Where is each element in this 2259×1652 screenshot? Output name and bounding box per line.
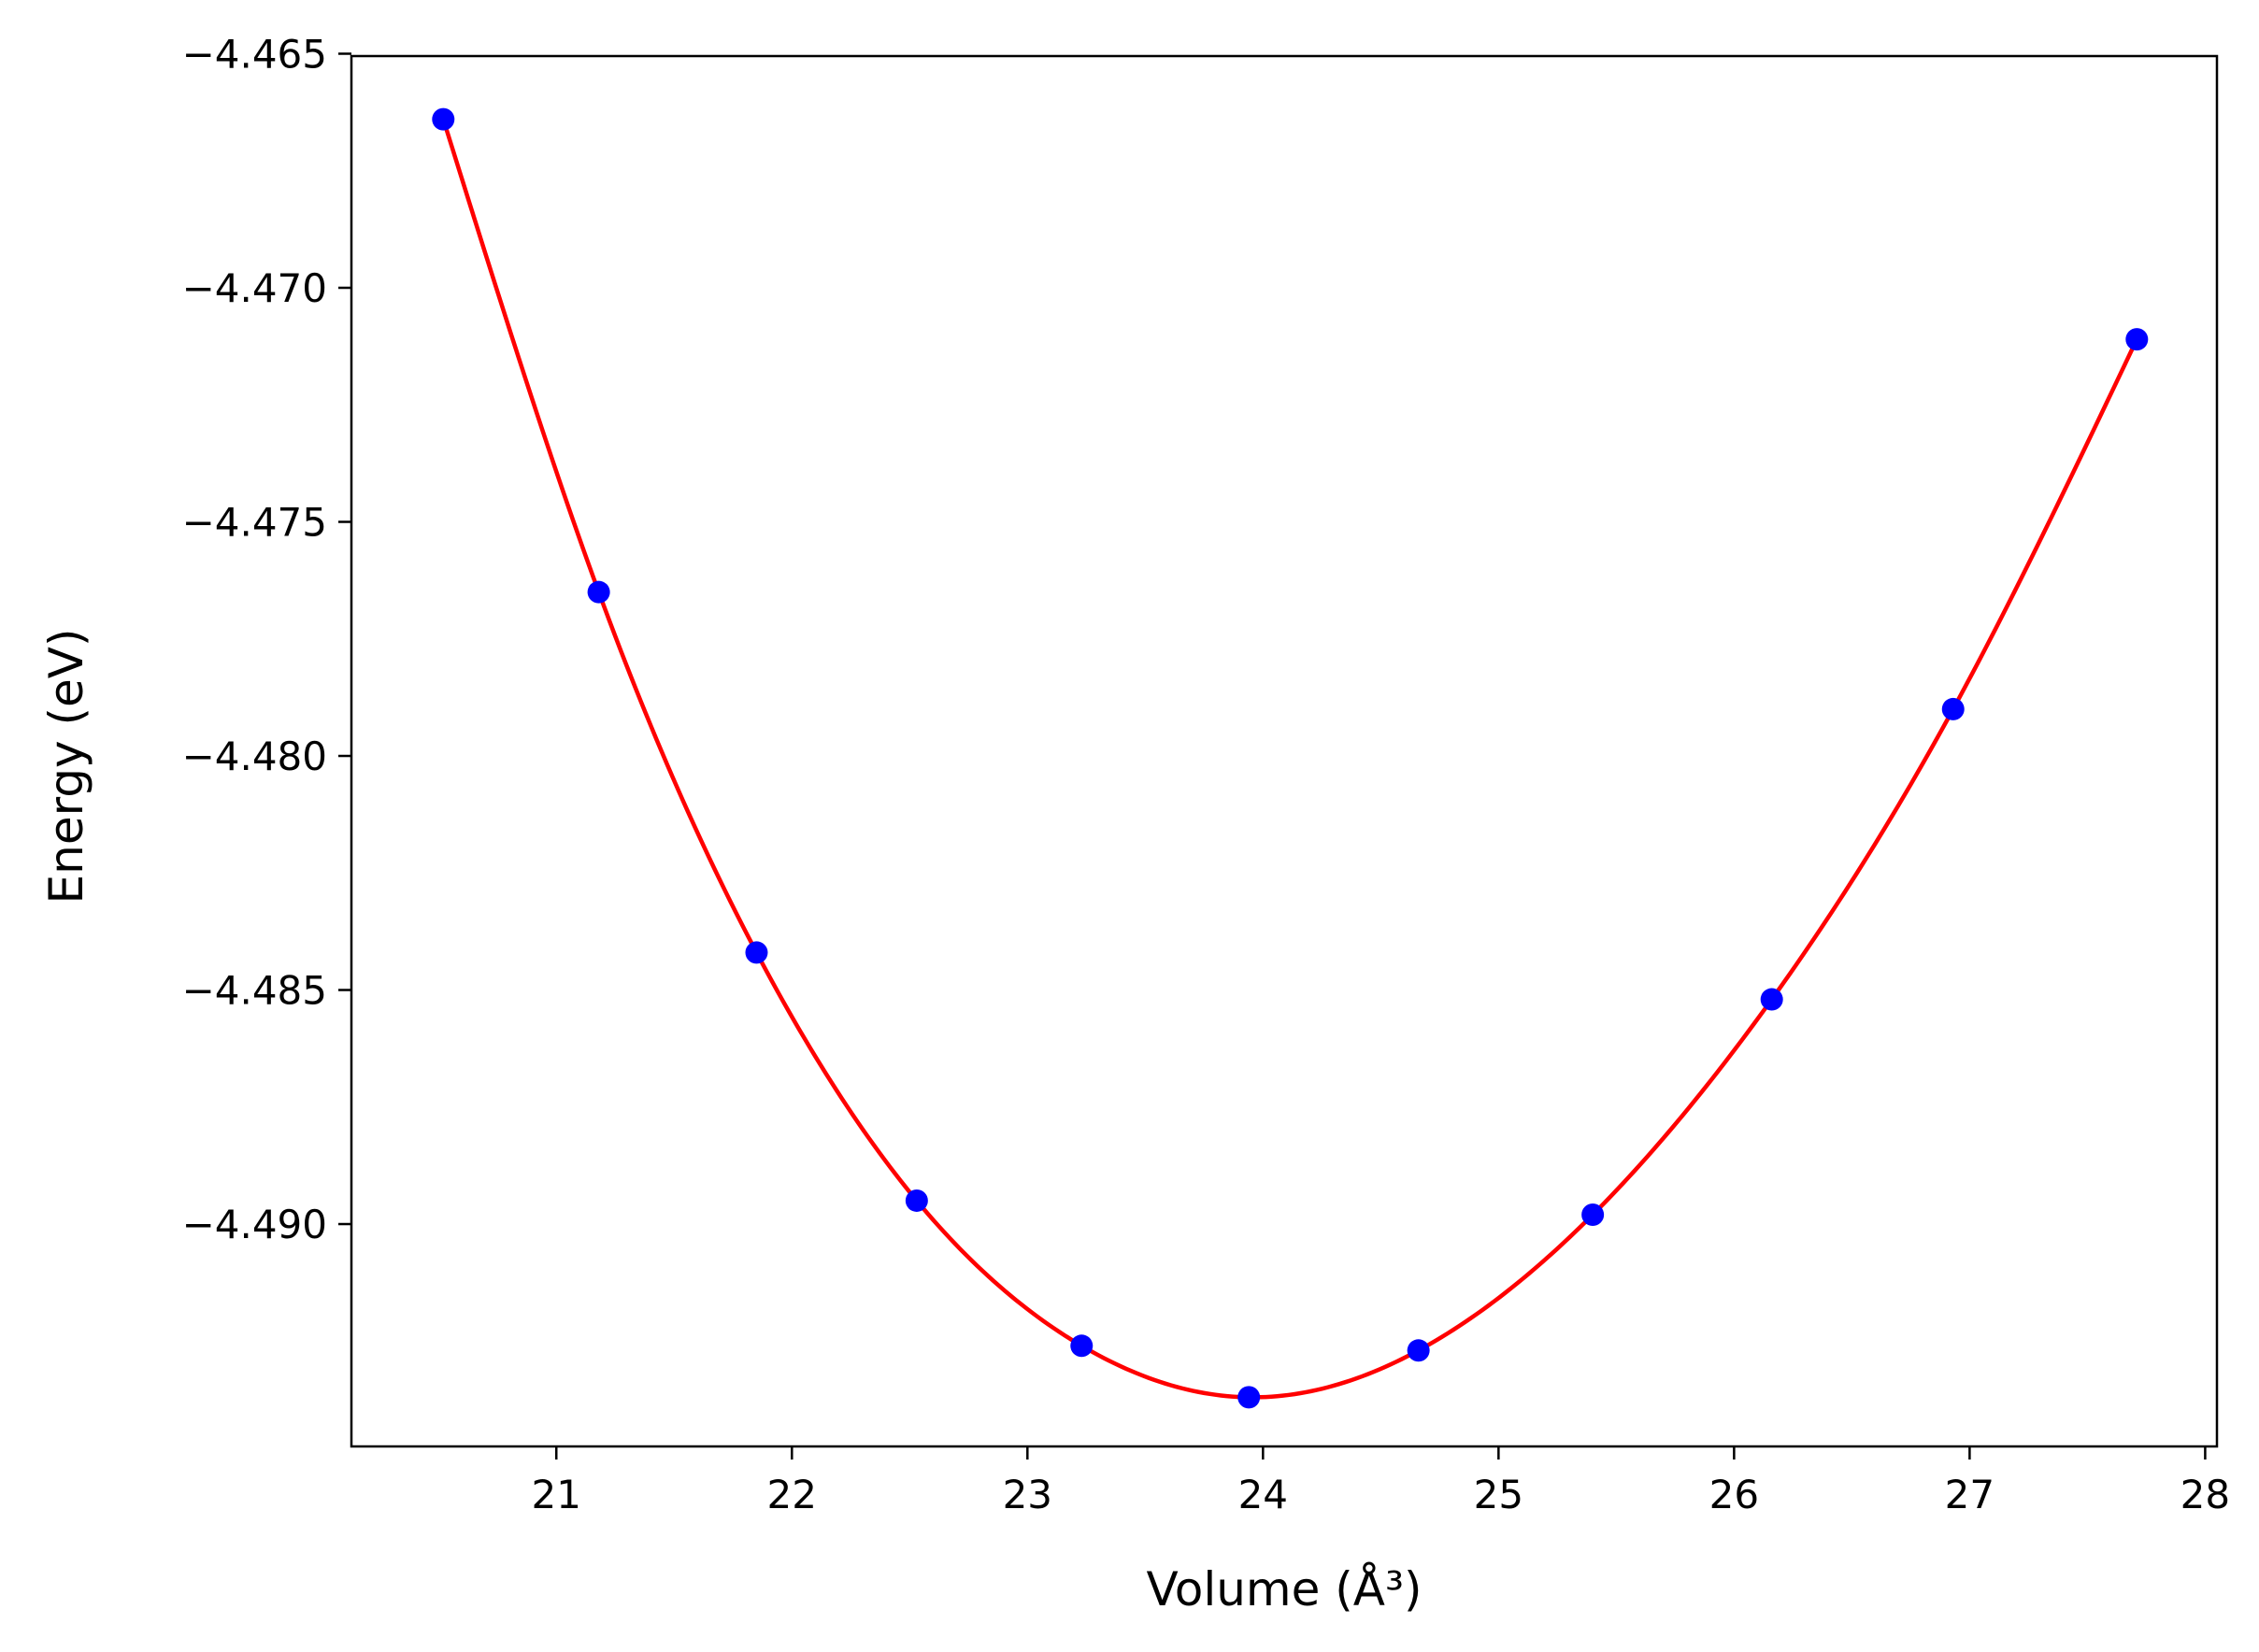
- data-point: [1941, 697, 1965, 720]
- x-tick-label: 27: [1945, 1472, 1994, 1517]
- y-tick-label: −4.490: [182, 1202, 327, 1247]
- y-tick-label: −4.475: [182, 500, 327, 546]
- data-point: [2125, 328, 2149, 351]
- y-tick-label: −4.470: [182, 265, 327, 311]
- data-point: [587, 580, 610, 604]
- x-tick-label: 22: [767, 1472, 817, 1517]
- x-tick-label: 24: [1238, 1472, 1288, 1517]
- data-point: [1237, 1386, 1261, 1409]
- data-point: [432, 107, 455, 131]
- x-axis-ticks: 21 22 23 24 25 26 27 28: [532, 1446, 2230, 1517]
- y-axis-ticks: −4.465 −4.470 −4.475 −4.480 −4.485 −4.490: [182, 31, 351, 1247]
- x-tick-label: 23: [1003, 1472, 1052, 1517]
- plot-frame: [350, 54, 2219, 1448]
- x-tick-label: 28: [2180, 1472, 2230, 1517]
- data-points-layer: [432, 107, 2149, 1409]
- data-point: [745, 941, 768, 964]
- y-axis-label: Energy (eV): [39, 629, 93, 904]
- y-tick-label: −4.480: [182, 733, 327, 779]
- x-axis-label: Volume (Å³): [1146, 1562, 1422, 1616]
- data-point: [1760, 988, 1783, 1011]
- x-tick-label: 26: [1709, 1472, 1759, 1517]
- data-point: [1407, 1339, 1430, 1362]
- y-tick-label: −4.485: [182, 968, 327, 1014]
- data-point: [1581, 1203, 1605, 1226]
- x-tick-label: 25: [1474, 1472, 1523, 1517]
- data-point: [1070, 1334, 1094, 1358]
- data-point: [905, 1189, 928, 1212]
- x-tick-label: 21: [532, 1472, 581, 1517]
- y-tick-label: −4.465: [182, 31, 327, 77]
